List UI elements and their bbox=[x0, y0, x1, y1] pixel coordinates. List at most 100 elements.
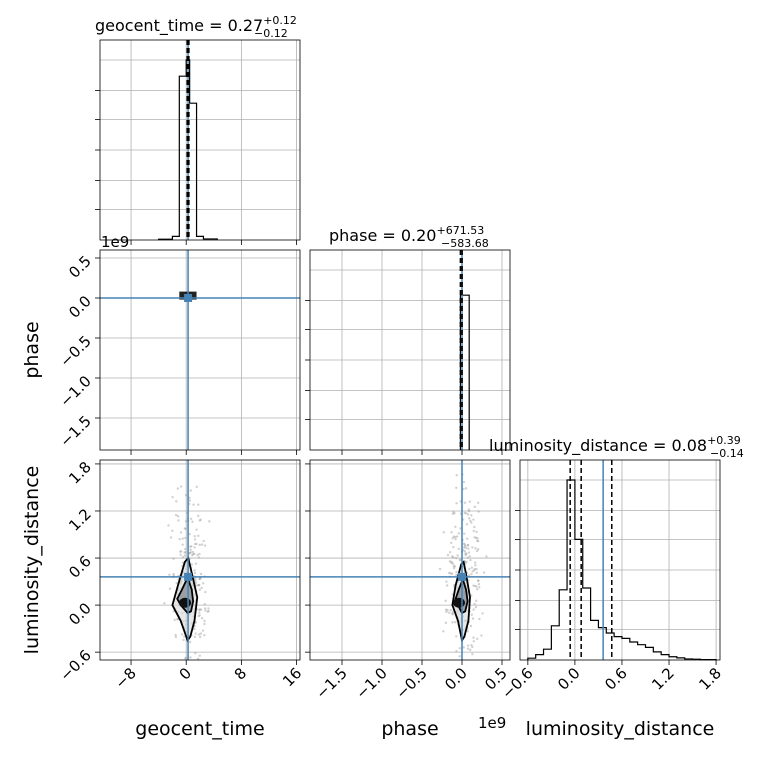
scatter-point bbox=[176, 515, 180, 518]
scatter-point bbox=[475, 571, 479, 575]
scatter-point bbox=[198, 614, 201, 617]
scatter-point bbox=[183, 554, 187, 557]
scatter-point bbox=[474, 564, 477, 567]
title-phase-sup: +671.53 bbox=[436, 224, 484, 237]
scatter-point bbox=[477, 510, 480, 513]
scatter-point bbox=[471, 617, 475, 620]
scatter-point bbox=[451, 537, 454, 540]
title-geocent-time-sup: +0.12 bbox=[263, 14, 297, 27]
scatter-point bbox=[449, 572, 452, 575]
scatter-point bbox=[195, 485, 198, 489]
scatter-point bbox=[478, 586, 481, 589]
scatter-point bbox=[191, 554, 194, 557]
scatter-point bbox=[455, 649, 458, 653]
xlabel-geocent-time: geocent_time bbox=[135, 718, 264, 740]
scatter-point bbox=[450, 612, 454, 615]
scatter-point bbox=[189, 489, 192, 492]
scatter-point bbox=[197, 503, 200, 506]
scatter-point bbox=[181, 537, 184, 540]
scatter-point bbox=[174, 633, 177, 637]
scatter-point bbox=[194, 581, 198, 584]
scatter-point bbox=[470, 521, 473, 524]
scatter-point bbox=[473, 536, 476, 539]
scatter-point bbox=[473, 584, 477, 588]
scatter-point bbox=[473, 602, 476, 605]
scatter-point bbox=[474, 547, 477, 550]
scatter-point bbox=[188, 499, 192, 502]
scatter-point bbox=[194, 542, 197, 546]
scatter-point bbox=[450, 560, 454, 564]
scatter-point bbox=[476, 539, 479, 542]
scatter-point bbox=[203, 633, 206, 637]
scatter-point bbox=[469, 519, 472, 522]
offset-label-phase-y: 1e9 bbox=[101, 233, 129, 251]
scatter-point bbox=[475, 549, 479, 553]
scatter-point bbox=[463, 560, 467, 563]
scatter-point bbox=[184, 527, 187, 531]
scatter-point bbox=[485, 555, 488, 558]
scatter-point bbox=[193, 627, 196, 631]
scatter-point bbox=[206, 610, 209, 613]
scatter-point bbox=[193, 571, 197, 575]
scatter-point bbox=[177, 519, 180, 522]
scatter-point bbox=[204, 609, 207, 612]
scatter-point bbox=[198, 654, 201, 657]
scatter-point bbox=[174, 635, 178, 639]
scatter-point bbox=[463, 511, 466, 515]
scatter-point bbox=[200, 616, 204, 620]
scatter-point bbox=[474, 606, 478, 609]
scatter-point bbox=[192, 552, 195, 556]
scatter-point bbox=[472, 636, 475, 639]
scatter-point bbox=[477, 579, 480, 583]
scatter-point bbox=[198, 552, 201, 556]
scatter-point bbox=[176, 617, 179, 621]
panel-hist-geocent-time bbox=[95, 39, 301, 245]
scatter-point bbox=[197, 614, 200, 618]
scatter-point bbox=[457, 532, 460, 535]
scatter-point bbox=[465, 512, 468, 515]
truth-marker bbox=[184, 294, 193, 302]
title-luminosity-distance-base: luminosity_distance = 0.08 bbox=[489, 436, 707, 456]
scatter-point bbox=[199, 608, 203, 611]
scatter-point bbox=[454, 525, 457, 529]
scatter-point bbox=[188, 640, 192, 644]
scatter-point bbox=[451, 562, 455, 566]
title-phase-base: phase = 0.20 bbox=[329, 226, 436, 245]
scatter-point bbox=[464, 487, 468, 490]
scatter-point bbox=[444, 599, 447, 603]
plot-area bbox=[438, 473, 488, 660]
scatter-point bbox=[207, 609, 210, 613]
scatter-point bbox=[473, 525, 476, 529]
scatter-point bbox=[482, 571, 486, 574]
scatter-point bbox=[465, 523, 469, 526]
scatter-point bbox=[458, 646, 462, 650]
scatter-point bbox=[455, 486, 458, 489]
scatter-point bbox=[450, 561, 453, 565]
scatter-point bbox=[465, 552, 468, 555]
scatter-point bbox=[475, 588, 479, 591]
scatter-point bbox=[442, 630, 445, 633]
scatter-point bbox=[184, 551, 187, 554]
axes-frame bbox=[519, 459, 721, 661]
scatter-point bbox=[452, 556, 455, 559]
scatter-point bbox=[459, 527, 462, 530]
scatter-point bbox=[476, 501, 480, 504]
scatter-point bbox=[476, 539, 480, 543]
scatter-point bbox=[467, 517, 471, 520]
scatter-point bbox=[466, 556, 469, 559]
scatter-point bbox=[179, 485, 183, 488]
scatter-point bbox=[174, 513, 178, 517]
title-geocent-time-base: geocent_time = 0.27 bbox=[95, 16, 263, 36]
scatter-point bbox=[472, 640, 475, 643]
scatter-point bbox=[207, 607, 210, 610]
scatter-point bbox=[184, 494, 188, 497]
scatter-point bbox=[448, 611, 451, 614]
scatter-point bbox=[470, 573, 473, 576]
scatter-point bbox=[462, 546, 466, 549]
scatter-point bbox=[466, 544, 469, 547]
scatter-point bbox=[178, 537, 181, 541]
scatter-point bbox=[444, 608, 448, 611]
scatter-point bbox=[203, 603, 206, 606]
scatter-point bbox=[445, 584, 449, 587]
scatter-point bbox=[472, 518, 475, 521]
